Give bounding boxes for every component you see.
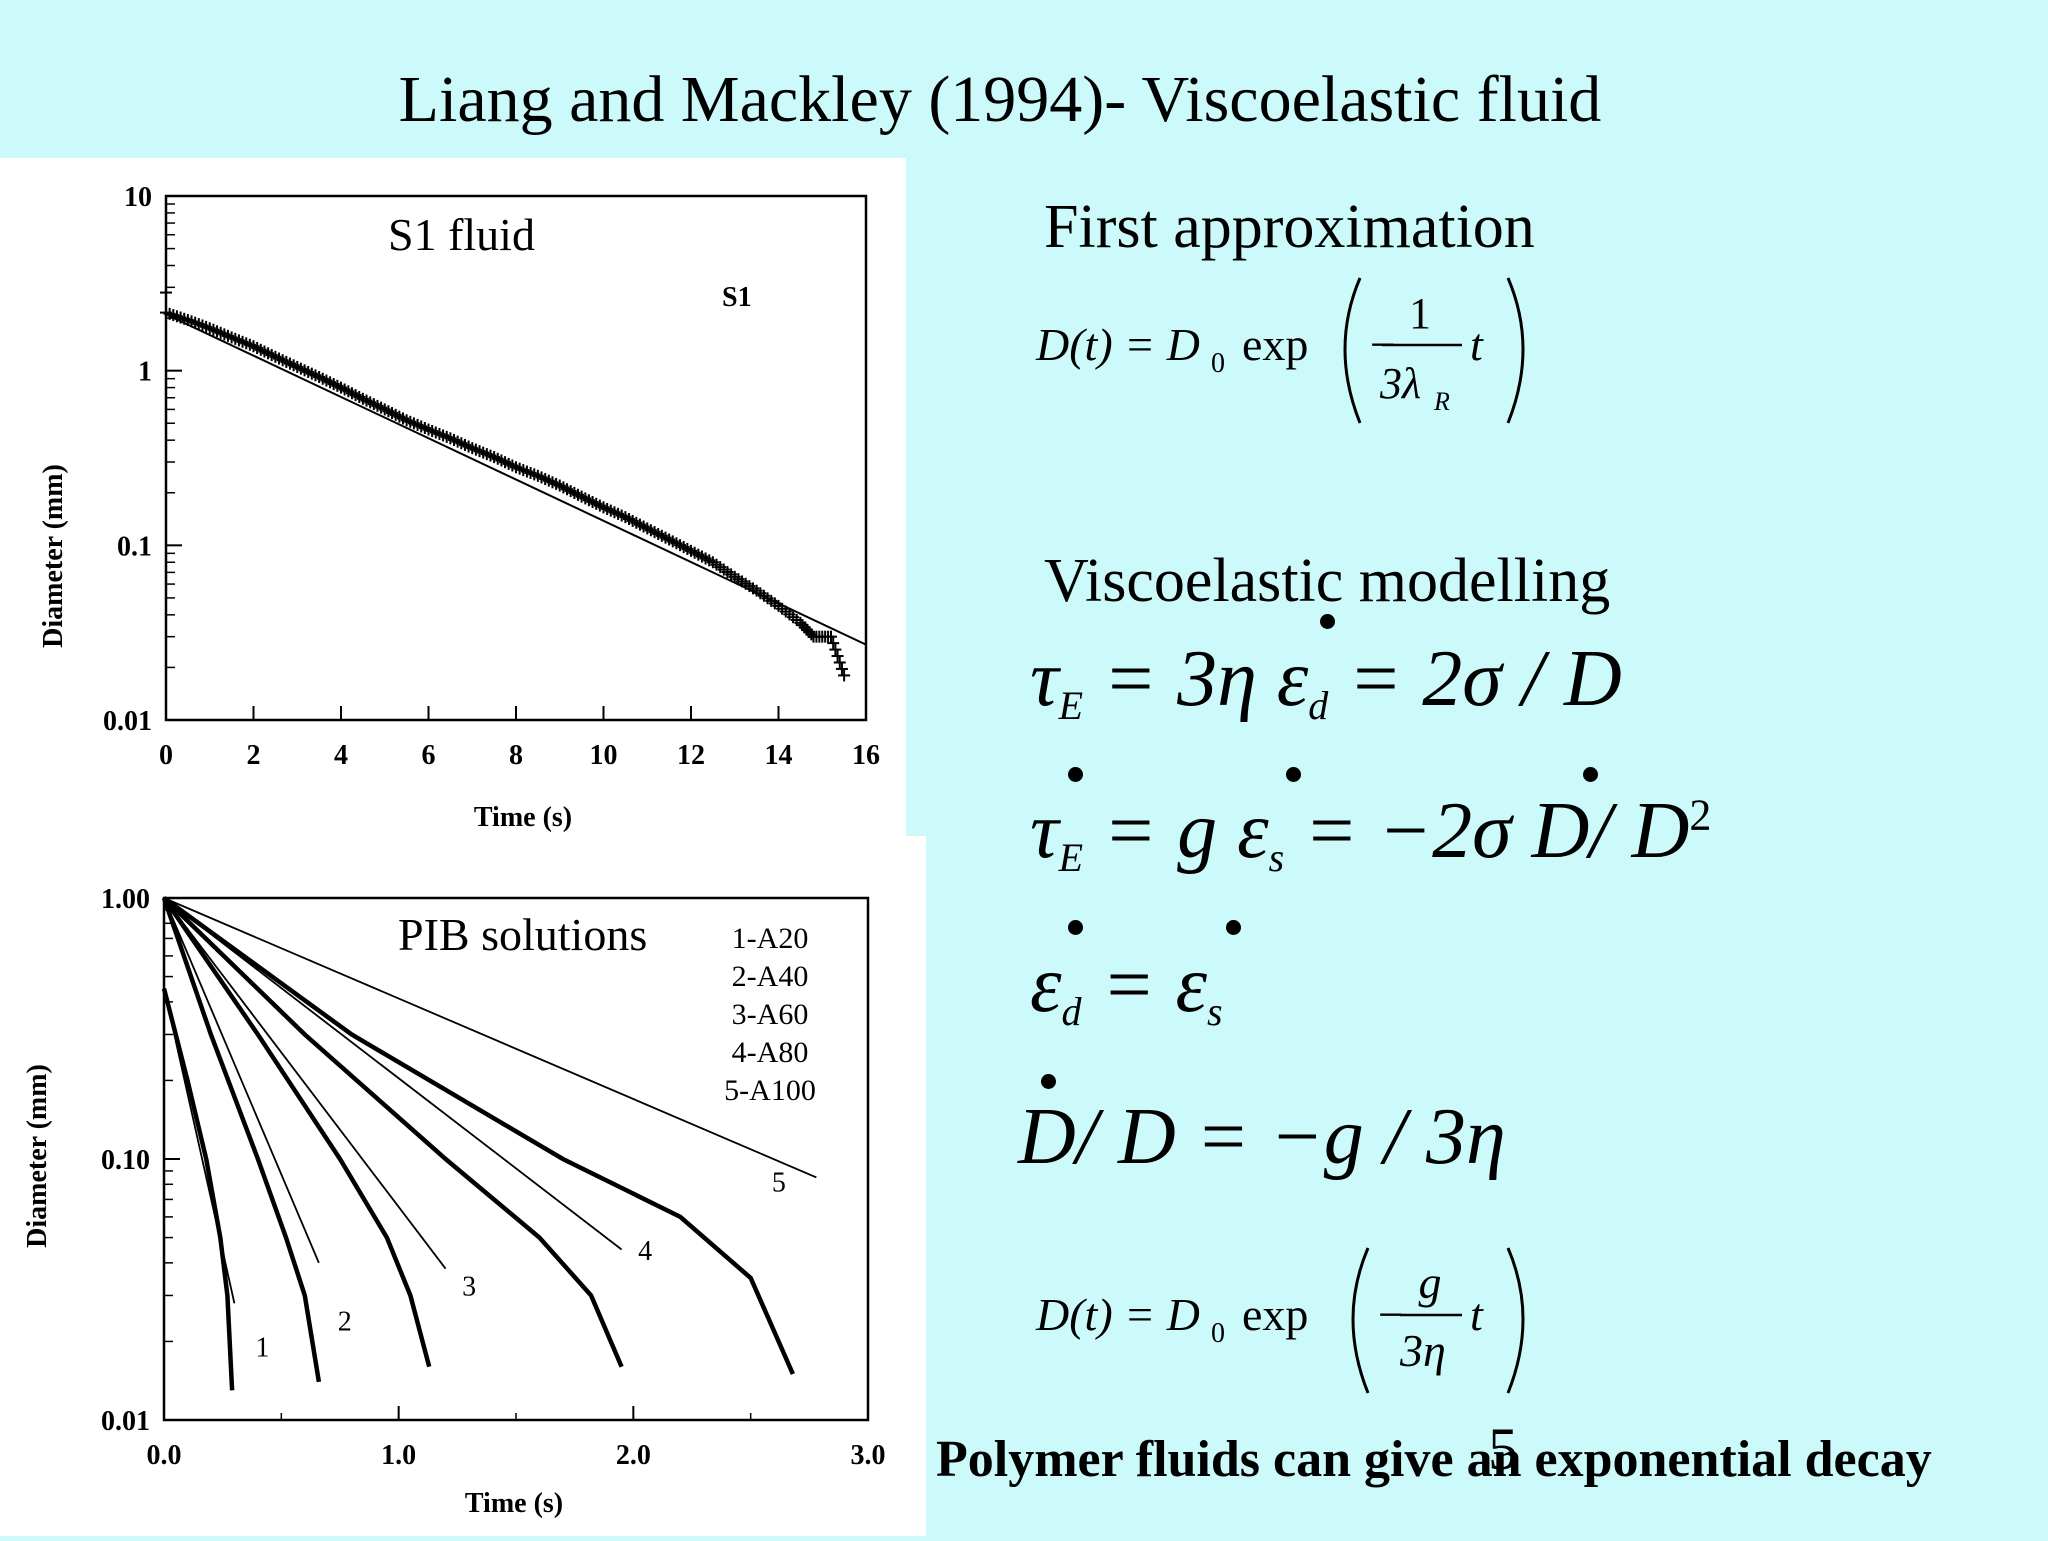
x-tick-label: 0: [159, 740, 173, 771]
data-point: [838, 669, 851, 682]
time-derivative-dot: [1226, 920, 1241, 935]
eq-denominator: 3λ: [1379, 359, 1421, 408]
conclusion-text: Polymer fluids can give an exponential d…: [936, 1431, 1932, 1488]
curve-label: 1: [256, 1333, 270, 1364]
series-line-2: [161, 897, 322, 1383]
s1-chart: 0 2 4 6 8 10 12 14 16 0.01 0.1 1 10 S1 fluid S1 Time…: [38, 182, 880, 833]
x-tick-label: 8: [509, 740, 523, 771]
chart-annotation: S1 fluid: [388, 209, 535, 260]
time-derivative-dot: [1320, 614, 1335, 629]
s1-plot-panel: 0 2 4 6 8 10 12 14 16 0.01 0.1 1 10 S1 fluid S1 Time…: [0, 158, 906, 836]
final-equation: D(t) = D 0 exp − g 3η t: [1035, 1247, 1525, 1394]
eq-denominator: 3η: [1399, 1325, 1446, 1376]
curve-label: 3: [462, 1271, 476, 1302]
time-derivative-dot: [1286, 767, 1301, 782]
x-tick-label: 16: [852, 740, 880, 771]
data-point: [160, 286, 172, 299]
equation-1: τE = 3η εd = 2σ / D: [1030, 635, 1622, 728]
x-tick-label: 0.0: [147, 1440, 182, 1471]
y-tick-label: 0.01: [103, 706, 152, 737]
eq-numerator: g: [1419, 1257, 1442, 1308]
y-tick-label: 0.01: [101, 1406, 150, 1437]
series-line-1: [161, 987, 235, 1391]
data-point: [831, 650, 844, 663]
pib-chart: 0.0 1.0 2.0 3.0 0.01 0.10 1.00 PIB solutions 1…: [22, 884, 886, 1519]
legend-entry: S1: [722, 282, 752, 313]
viscoelastic-modelling-heading: Viscoelastic modelling: [1044, 547, 1611, 615]
x-tick-label: 14: [765, 740, 793, 771]
equation-2: τE = g εs = −2σ D/ D2: [1030, 787, 1712, 880]
page-number: 5: [1488, 1416, 1518, 1482]
time-derivative-dot: [1041, 1074, 1056, 1089]
eq-sub: 0: [1211, 1318, 1225, 1349]
x-axis-label: Time (s): [474, 802, 572, 833]
y-tick-label: 10: [124, 182, 152, 213]
first-approximation-equation: D(t) = D 0 exp − 1 3λ R t: [1035, 277, 1525, 424]
equation-4: D/ D = −g / 3η: [1018, 1093, 1506, 1181]
equation-3: εd = εs: [1030, 941, 1223, 1034]
eq-den-sub: R: [1433, 387, 1450, 416]
x-tick-label: 10: [590, 740, 618, 771]
y-tick-label: 1.00: [101, 884, 150, 915]
first-approximation-heading: First approximation: [1044, 193, 1535, 261]
eq-func: exp: [1242, 1289, 1308, 1340]
eq-sub: 0: [1211, 348, 1225, 379]
slide-title: Liang and Mackley (1994)- Viscoelastic f…: [398, 63, 1602, 136]
x-axis-label: Time (s): [465, 1488, 563, 1519]
fit-1: [163, 988, 236, 1304]
x-tick-label: 4: [334, 740, 348, 771]
data-point: [835, 662, 848, 675]
eq-func: exp: [1242, 319, 1308, 370]
x-tick-label: 1.0: [381, 1440, 416, 1471]
eq-var: t: [1470, 1289, 1484, 1340]
x-tick-label: 12: [677, 740, 705, 771]
data-point: [805, 628, 818, 641]
y-axis-label: Diameter (mm): [22, 1064, 53, 1248]
curve-label: 5: [772, 1168, 786, 1199]
eq-var: t: [1470, 319, 1484, 370]
chart-annotation: PIB solutions: [398, 909, 647, 960]
data-point: [827, 637, 840, 650]
legend-entry: 4-A80: [732, 1036, 809, 1069]
y-tick-label: 0.1: [117, 531, 152, 562]
fit-line: [165, 313, 867, 646]
time-derivative-dot: [1583, 767, 1598, 782]
x-tick-label: 6: [422, 740, 436, 771]
data-point: [825, 630, 837, 643]
legend-entry: 3-A60: [732, 998, 809, 1031]
eq-lhs: D(t) = D: [1035, 319, 1200, 370]
legend-entry: 1-A20: [732, 922, 809, 955]
eq-minus: −: [1378, 1289, 1404, 1340]
y-axis-label: Diameter (mm): [38, 464, 69, 648]
curve-label: 4: [638, 1236, 652, 1267]
series-line-3: [162, 896, 432, 1368]
x-tick-label: 2.0: [616, 1440, 651, 1471]
plot-frame: [164, 194, 868, 722]
legend-entry: 5-A100: [724, 1074, 816, 1107]
data-point: [829, 643, 842, 656]
fit-5: [163, 897, 817, 1179]
time-derivative-dot: [1068, 920, 1083, 935]
curve-label: 2: [338, 1307, 352, 1338]
fit-2: [163, 897, 320, 1264]
legend-entry: 2-A40: [732, 960, 809, 993]
series-line-5: [162, 896, 795, 1375]
pib-plot-panel: 0.0 1.0 2.0 3.0 0.01 0.10 1.00 PIB solutions 1…: [0, 836, 926, 1536]
y-tick-label: 0.10: [101, 1145, 150, 1176]
x-tick-label: 2: [247, 740, 261, 771]
y-tick-label: 1: [138, 357, 152, 388]
fit-4: [163, 897, 623, 1251]
data-point: [833, 656, 846, 669]
eq-lhs: D(t) = D: [1035, 1289, 1200, 1340]
x-tick-label: 3.0: [851, 1440, 886, 1471]
fit-3: [163, 897, 447, 1270]
eq-numerator: 1: [1409, 289, 1431, 338]
series-line-4: [162, 896, 624, 1368]
time-derivative-dot: [1068, 767, 1083, 782]
